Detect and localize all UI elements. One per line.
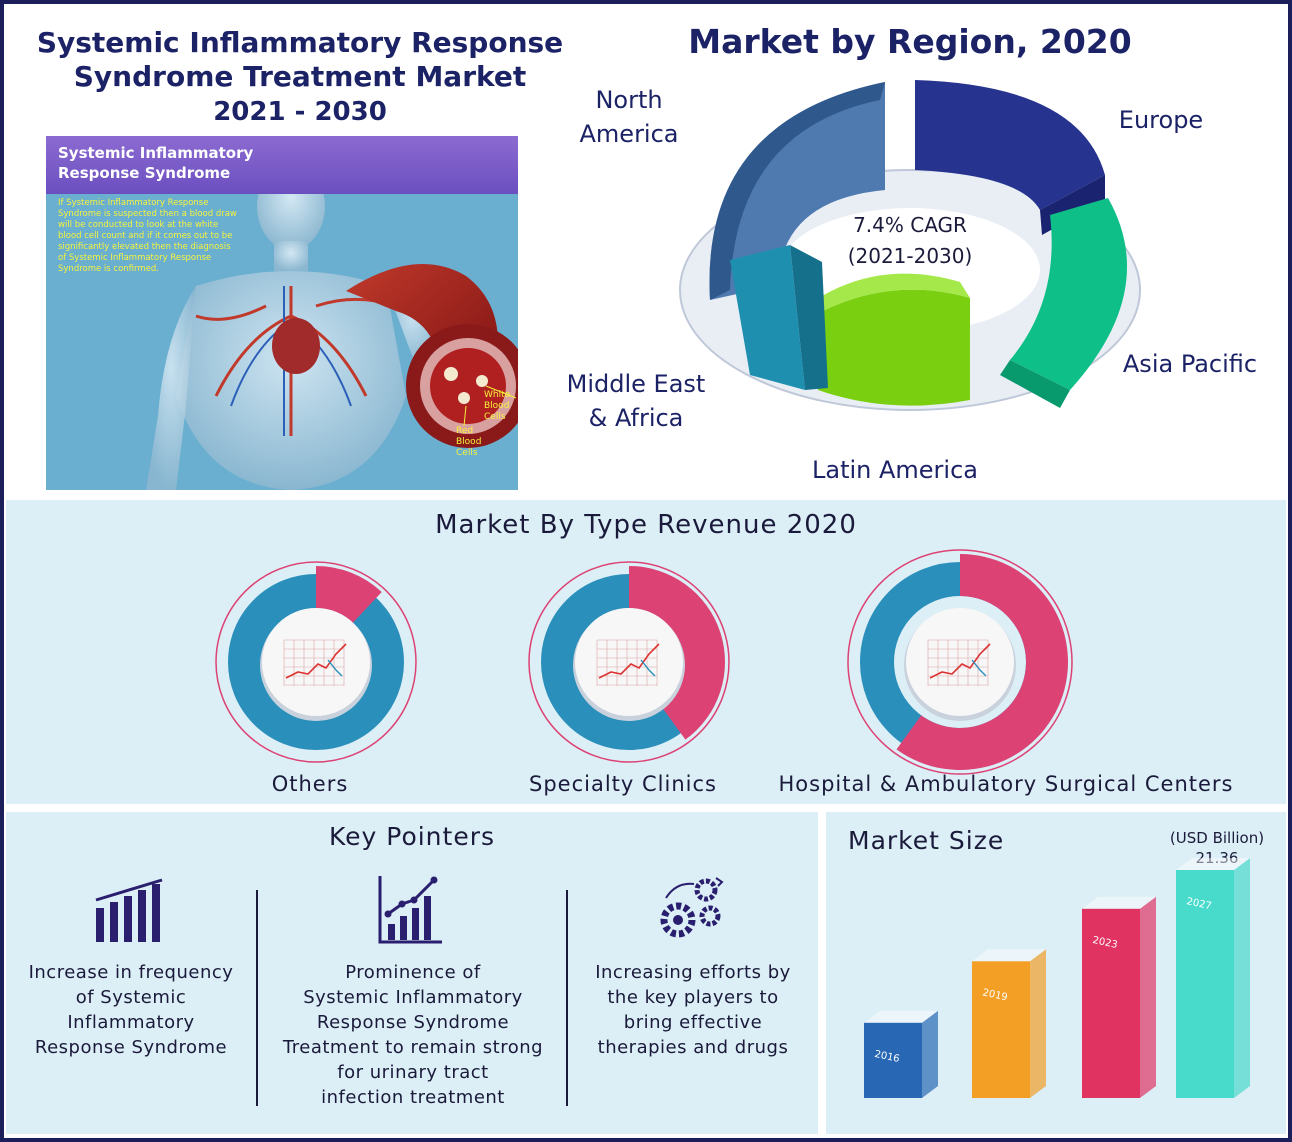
- white-blood-cells-label: White Blood Cells: [484, 390, 511, 422]
- bar-front: [1176, 870, 1234, 1098]
- donut-pink-segment: [629, 566, 725, 740]
- bar-2016: 2016: [864, 1010, 938, 1098]
- donut-0: [215, 561, 417, 763]
- title-line1: Systemic Inflammatory Response: [36, 26, 564, 59]
- type-revenue-title: Market By Type Revenue 2020: [435, 510, 857, 540]
- type-revenue-section: Market By Type Revenue 2020 Others Speci…: [6, 500, 1286, 804]
- bar-side: [1030, 949, 1046, 1098]
- bar-year-label: 2023: [1091, 935, 1118, 951]
- donut-pink-segment: [896, 554, 1068, 770]
- bar-side: [1140, 896, 1156, 1098]
- bar-top: [1082, 896, 1156, 909]
- illustration-description: If Systemic Inflammatory Response Syndro…: [58, 198, 237, 275]
- type-revenue-donuts: [215, 549, 1073, 775]
- bar-front: [1082, 908, 1140, 1098]
- label-latin-america: Latin America: [812, 456, 978, 484]
- region-segment-europe: [915, 80, 1105, 210]
- donut-center: [575, 608, 683, 716]
- market-size-title: Market Size: [848, 826, 1005, 855]
- bar-2027: 2027: [1176, 858, 1250, 1098]
- sirs-illustration: Systemic Inflammatory Response Syndrome …: [46, 136, 518, 490]
- donut-pink-segment: [316, 566, 382, 623]
- key-pointer-2: Prominence of Systemic Inflammatory Resp…: [282, 962, 544, 1108]
- key-pointers-section: Key Pointers Increase in frequency of Sy…: [6, 812, 818, 1134]
- label-asia-pacific: Asia Pacific: [1122, 350, 1258, 378]
- title-line2: Syndrome Treatment Market: [73, 59, 527, 93]
- main-title: Systemic Inflammatory Response Syndrome …: [20, 26, 580, 128]
- key-pointers-title: Key Pointers: [328, 822, 496, 851]
- market-size-section: Market Size (USD Billion) 21.36 2016 2019…: [826, 812, 1286, 1134]
- label-north-america: North America: [579, 86, 679, 148]
- region-3d-donut: 7.4% CAGR (2021-2030): [679, 80, 1141, 411]
- key-pointers-divider-1: [256, 890, 258, 1106]
- bar-top: [972, 949, 1046, 962]
- key-pointer-1: Increase in frequency of Systemic Inflam…: [28, 962, 234, 1058]
- bar-2023: 2023: [1082, 896, 1156, 1098]
- region-segment-latin-america: [815, 289, 970, 406]
- region-chart-title: Market by Region, 2020: [688, 22, 1132, 61]
- donut-center: [262, 608, 370, 716]
- bar-chart-icon: [95, 878, 163, 942]
- cagr-label: 7.4% CAGR: [853, 213, 967, 237]
- bar-2019: 2019: [972, 949, 1046, 1098]
- donut-2: [847, 549, 1073, 775]
- donut-label-hospital: Hospital & Ambulatory Surgical Centers: [778, 772, 1234, 796]
- trend-chart-icon: [283, 639, 347, 686]
- bar-top: [864, 1010, 938, 1023]
- bar-front: [864, 1022, 922, 1098]
- illustration-header: [46, 136, 518, 194]
- donut-center: [906, 608, 1014, 716]
- region-segment-mea: [730, 245, 805, 390]
- market-size-chart: 2016 2019 2023 2027: [864, 858, 1250, 1098]
- bar-year-label: 2016: [873, 1049, 900, 1065]
- donut-1: [528, 561, 730, 763]
- market-size-value-2027: 21.36: [1195, 849, 1239, 867]
- growth-chart-icon: [378, 876, 442, 944]
- title-years: 2021 - 2030: [213, 97, 387, 128]
- market-size-unit: (USD Billion) 21.36: [1162, 828, 1272, 868]
- key-pointer-3: Increasing efforts by the key players to…: [595, 962, 791, 1058]
- donut-outer-ring: [528, 561, 730, 763]
- key-pointers-divider-2: [566, 890, 568, 1106]
- illustration-title: Systemic Inflammatory Response Syndrome: [58, 144, 254, 182]
- gears-icon: [660, 877, 724, 938]
- red-blood-cells-label: Red Blood Cells: [456, 426, 482, 458]
- bar-year-label: 2019: [981, 987, 1008, 1003]
- donut-label-others: Others: [271, 772, 349, 796]
- trend-chart-icon: [927, 639, 991, 686]
- bar-side: [922, 1010, 938, 1098]
- region-segment-north-america: [709, 82, 885, 300]
- trend-chart-icon: [596, 639, 660, 686]
- region-segment-asia-pacific: [1010, 198, 1128, 390]
- label-middle-east-africa: Middle East & Africa: [566, 370, 706, 432]
- bar-side: [1234, 858, 1250, 1098]
- bar-front: [972, 961, 1030, 1098]
- donut-label-specialty-clinics: Specialty Clinics: [529, 772, 717, 796]
- label-europe: Europe: [1118, 106, 1204, 134]
- cagr-period: (2021-2030): [848, 244, 973, 268]
- donut-outer-ring: [215, 561, 417, 763]
- donut-outer-ring: [847, 549, 1073, 775]
- bar-top: [1176, 858, 1250, 870]
- bar-year-label: 2027: [1185, 896, 1212, 912]
